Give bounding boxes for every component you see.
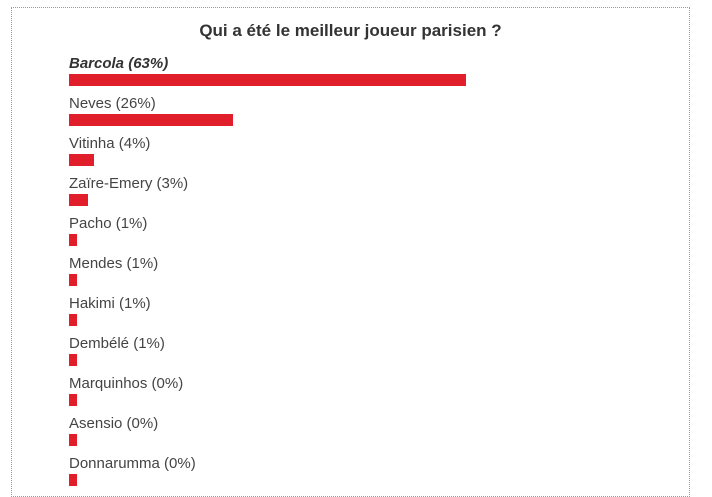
poll-option-label: Marquinhos (0%) [69, 375, 184, 392]
poll-option-bar [69, 274, 77, 286]
poll-option-label: Asensio (0%) [69, 415, 159, 432]
poll-results-list: Barcola (63%) Neves (26%) Vitinha (4%) Zaïr… [69, 54, 669, 494]
poll-option-label: Mendes (1%) [69, 255, 159, 272]
poll-option-demb-l-: Dembélé (1%) [69, 334, 669, 374]
poll-option-label: Zaïre-Emery (3%) [69, 175, 189, 192]
poll-option-pacho: Pacho (1%) [69, 214, 669, 254]
poll-option-asensio: Asensio (0%) [69, 414, 669, 454]
poll-option-donnarumma: Donnarumma (0%) [69, 454, 669, 494]
poll-option-label: Hakimi (1%) [69, 295, 151, 312]
poll-option-bar [69, 234, 77, 246]
poll-option-neves: Neves (26%) [69, 94, 669, 134]
poll-option-label: Dembélé (1%) [69, 335, 165, 352]
poll-option-bar [69, 394, 77, 406]
poll-option-mendes: Mendes (1%) [69, 254, 669, 294]
poll-title: Qui a été le meilleur joueur parisien ? [199, 21, 502, 40]
poll-option-bar [69, 114, 233, 126]
poll-option-za-re-emery: Zaïre-Emery (3%) [69, 174, 669, 214]
poll-option-label: Barcola (63%) [69, 55, 169, 72]
poll-option-bar [69, 434, 77, 446]
poll-option-vitinha: Vitinha (4%) [69, 134, 669, 174]
poll-option-label: Pacho (1%) [69, 215, 148, 232]
poll-option-marquinhos: Marquinhos (0%) [69, 374, 669, 414]
poll-option-bar [69, 74, 466, 86]
poll-option-bar [69, 154, 94, 166]
poll-option-label: Donnarumma (0%) [69, 455, 196, 472]
poll-container: Qui a été le meilleur joueur parisien ? … [11, 7, 690, 497]
poll-option-label: Vitinha (4%) [69, 135, 151, 152]
poll-option-hakimi: Hakimi (1%) [69, 294, 669, 334]
poll-option-bar [69, 194, 88, 206]
poll-option-barcola: Barcola (63%) [69, 54, 669, 94]
poll-option-bar [69, 314, 77, 326]
poll-option-bar [69, 354, 77, 366]
poll-option-label: Neves (26%) [69, 95, 156, 112]
poll-option-bar [69, 474, 77, 486]
